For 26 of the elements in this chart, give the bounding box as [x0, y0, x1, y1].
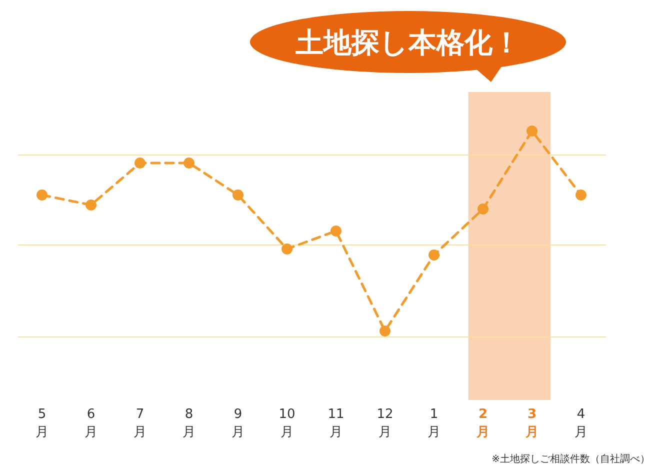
x-tick-label: 12月 — [376, 407, 394, 440]
x-tick-label: 2月 — [476, 407, 490, 440]
x-tick-label: 1月 — [428, 407, 440, 440]
x-tick-label: 11月 — [328, 407, 344, 440]
point — [330, 226, 342, 236]
point — [36, 190, 48, 200]
point — [526, 126, 538, 136]
point — [576, 190, 586, 200]
x-tick-label: 4月 — [574, 407, 588, 440]
text: ※土地探しご相談件数（自社調べ） — [492, 453, 650, 465]
point — [380, 326, 390, 336]
x-tick-label: 6月 — [84, 407, 98, 440]
point — [232, 190, 244, 200]
band-label: 土地探し本格化！ — [294, 26, 520, 59]
x-tick-label: 3月 — [524, 407, 538, 440]
point — [428, 250, 440, 260]
x-tick-label: 10月 — [278, 407, 296, 440]
point — [282, 244, 292, 254]
x-tick-label: 5月 — [36, 407, 48, 440]
x-tick-label: 7月 — [134, 407, 146, 440]
point — [134, 158, 146, 168]
point — [184, 158, 194, 168]
x-tick-label: 8月 — [182, 407, 196, 440]
point — [86, 200, 96, 210]
point — [478, 204, 488, 214]
x-tick-label: 9月 — [232, 407, 244, 440]
